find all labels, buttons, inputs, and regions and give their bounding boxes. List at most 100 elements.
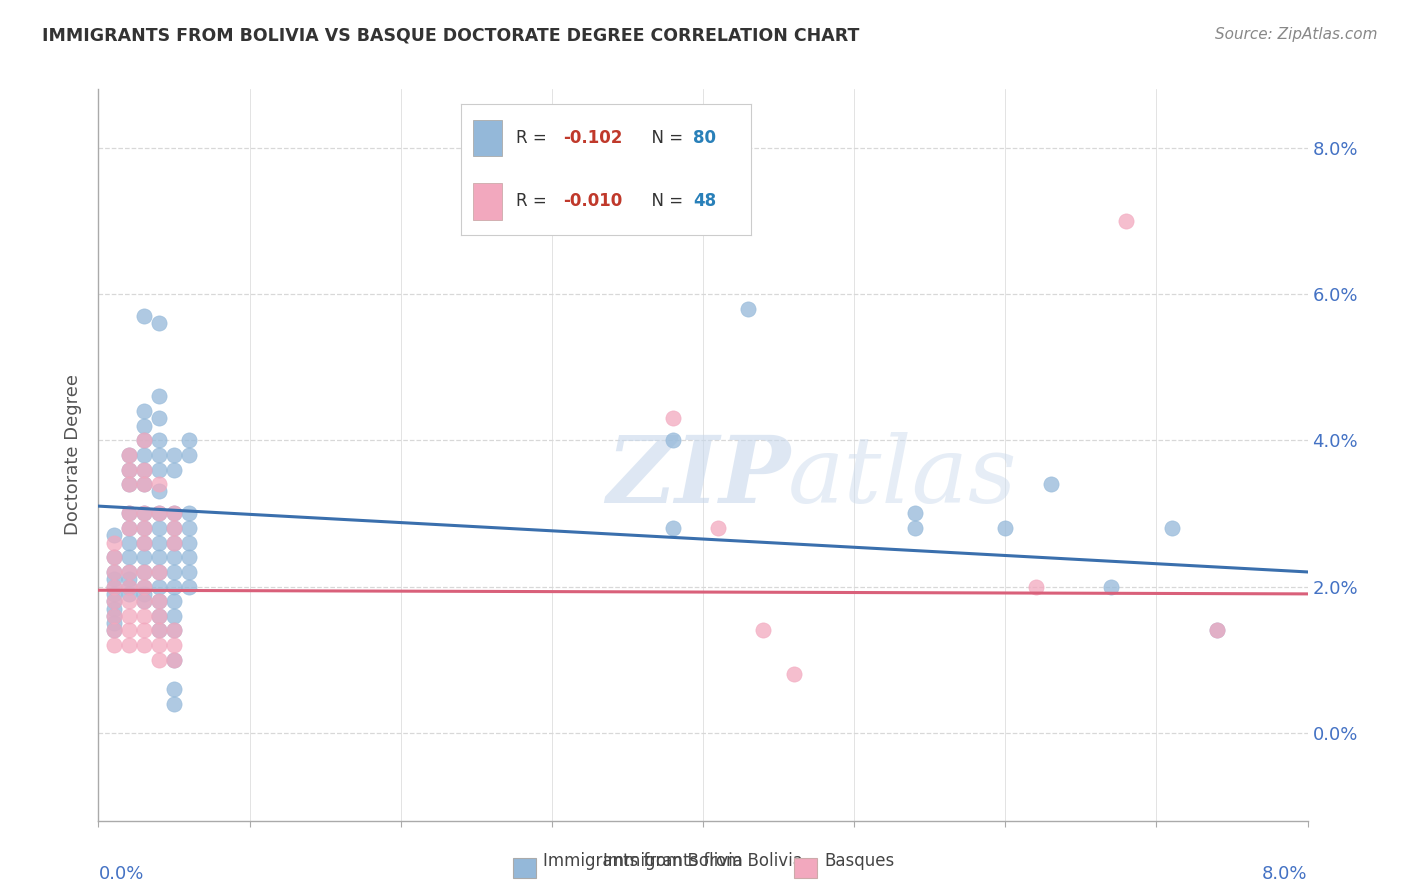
Point <box>132 477 155 491</box>
Point <box>118 624 141 638</box>
Point <box>163 608 186 623</box>
Point <box>118 448 141 462</box>
Point <box>1160 521 1182 535</box>
Point <box>103 608 125 623</box>
Point <box>132 309 155 323</box>
Point <box>904 521 927 535</box>
Point <box>148 462 170 476</box>
Point <box>163 521 186 535</box>
Point <box>103 624 125 638</box>
Point <box>1115 214 1137 228</box>
Point <box>148 484 170 499</box>
Point <box>148 594 170 608</box>
Point <box>1206 624 1229 638</box>
Text: 8.0%: 8.0% <box>1263 864 1308 882</box>
Point <box>179 580 201 594</box>
Point <box>132 507 155 521</box>
Point <box>163 535 186 549</box>
Point <box>1099 580 1122 594</box>
Point <box>103 550 125 565</box>
Point <box>132 580 155 594</box>
Point <box>103 601 125 615</box>
Point <box>132 434 155 448</box>
Point <box>1025 580 1047 594</box>
Point <box>132 580 155 594</box>
Point <box>118 565 141 579</box>
Point <box>163 681 186 696</box>
Text: Immigrants from Bolivia: Immigrants from Bolivia <box>603 852 803 870</box>
Point <box>103 572 125 586</box>
Point <box>692 199 714 213</box>
Point <box>179 565 201 579</box>
Point <box>132 462 155 476</box>
Point <box>132 477 155 491</box>
Point <box>163 550 186 565</box>
Point <box>103 565 125 579</box>
Point <box>118 565 141 579</box>
Text: ZIP: ZIP <box>606 432 790 522</box>
Point <box>132 535 155 549</box>
Point <box>163 594 186 608</box>
Point <box>103 550 125 565</box>
Point <box>148 521 170 535</box>
Point <box>163 462 186 476</box>
Point <box>148 565 170 579</box>
Point <box>103 580 125 594</box>
Point <box>752 624 775 638</box>
Point <box>163 624 186 638</box>
Point <box>179 448 201 462</box>
Point <box>118 462 141 476</box>
Point <box>132 624 155 638</box>
Point <box>118 521 141 535</box>
Point <box>148 448 170 462</box>
Point <box>163 521 186 535</box>
Point <box>148 411 170 425</box>
Point <box>148 507 170 521</box>
Point <box>118 550 141 565</box>
Point <box>737 301 759 316</box>
Point <box>118 507 141 521</box>
Point <box>118 521 141 535</box>
Text: 0.0%: 0.0% <box>98 864 143 882</box>
Point <box>179 434 201 448</box>
Point <box>132 448 155 462</box>
Point <box>132 535 155 549</box>
Point <box>163 565 186 579</box>
Point <box>179 535 201 549</box>
Point <box>132 608 155 623</box>
Point <box>118 608 141 623</box>
Point <box>132 434 155 448</box>
Point <box>994 521 1017 535</box>
Point <box>783 667 806 681</box>
Point <box>118 580 141 594</box>
Point <box>103 638 125 652</box>
Point <box>103 587 125 601</box>
Y-axis label: Doctorate Degree: Doctorate Degree <box>65 375 83 535</box>
Text: Source: ZipAtlas.com: Source: ZipAtlas.com <box>1215 27 1378 42</box>
Point <box>118 594 141 608</box>
Point <box>103 528 125 542</box>
Point <box>118 448 141 462</box>
Point <box>118 535 141 549</box>
Point <box>662 521 685 535</box>
Point <box>118 462 141 476</box>
Point <box>148 653 170 667</box>
Point <box>118 587 141 601</box>
Point <box>148 565 170 579</box>
Point <box>132 507 155 521</box>
Point <box>148 624 170 638</box>
Point <box>179 550 201 565</box>
Point <box>148 594 170 608</box>
Point <box>132 418 155 433</box>
Point <box>148 624 170 638</box>
Point <box>163 580 186 594</box>
Point <box>904 507 927 521</box>
Point <box>163 697 186 711</box>
Point <box>118 580 141 594</box>
Point <box>707 521 730 535</box>
Point <box>103 594 125 608</box>
Point <box>132 550 155 565</box>
Point <box>132 404 155 418</box>
Point <box>148 608 170 623</box>
Point <box>163 535 186 549</box>
